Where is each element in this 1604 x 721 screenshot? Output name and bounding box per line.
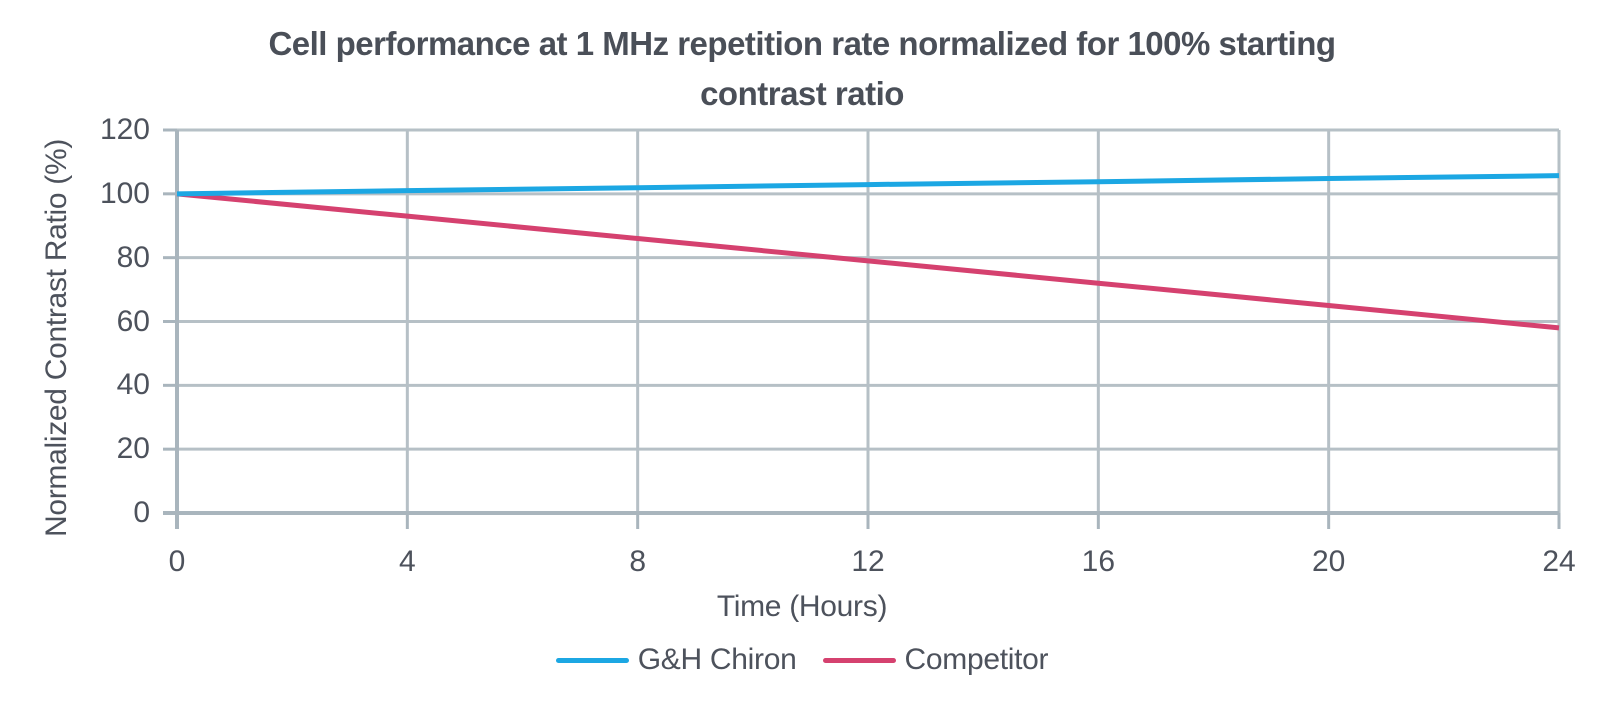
- x-tick-label: 4: [398, 545, 416, 578]
- y-tick-label: 60: [116, 304, 150, 338]
- legend-item-gh-chiron: G&H Chiron: [555, 638, 797, 682]
- y-tick-label: 0: [133, 496, 150, 529]
- y-tick-label: 40: [116, 368, 150, 402]
- series-line-competitor: [176, 191, 1560, 331]
- x-tick-label: 12: [851, 545, 885, 578]
- x-axis-title: Time (Hours): [716, 590, 888, 623]
- chart-title: Cell performance at 1 MHz repetition rat…: [0, 19, 1604, 119]
- y-tick-label: 80: [116, 240, 150, 274]
- x-tick-label: 8: [629, 545, 646, 578]
- x-tick-label: 20: [1311, 545, 1346, 578]
- y-tick-label: 120: [99, 113, 150, 146]
- y-tick-label: 20: [116, 432, 150, 466]
- chart-title-line1: Cell performance at 1 MHz repetition rat…: [268, 25, 1336, 62]
- legend: G&H Chiron Competitor: [0, 638, 1604, 682]
- legend-item-competitor: Competitor: [822, 638, 1049, 682]
- series-line-g-h-chiron: [176, 173, 1560, 197]
- x-tick-label: 0: [168, 545, 186, 578]
- legend-label-competitor: Competitor: [904, 643, 1049, 676]
- x-tick-label: 24: [1542, 545, 1576, 578]
- x-tick-label: 16: [1081, 545, 1116, 578]
- legend-label-gh-chiron: G&H Chiron: [637, 643, 797, 676]
- y-tick-label: 100: [99, 176, 150, 210]
- chart-title-line2: contrast ratio: [700, 75, 904, 112]
- legend-swatch-competitor: [822, 657, 896, 663]
- legend-swatch-gh-chiron: [555, 657, 629, 663]
